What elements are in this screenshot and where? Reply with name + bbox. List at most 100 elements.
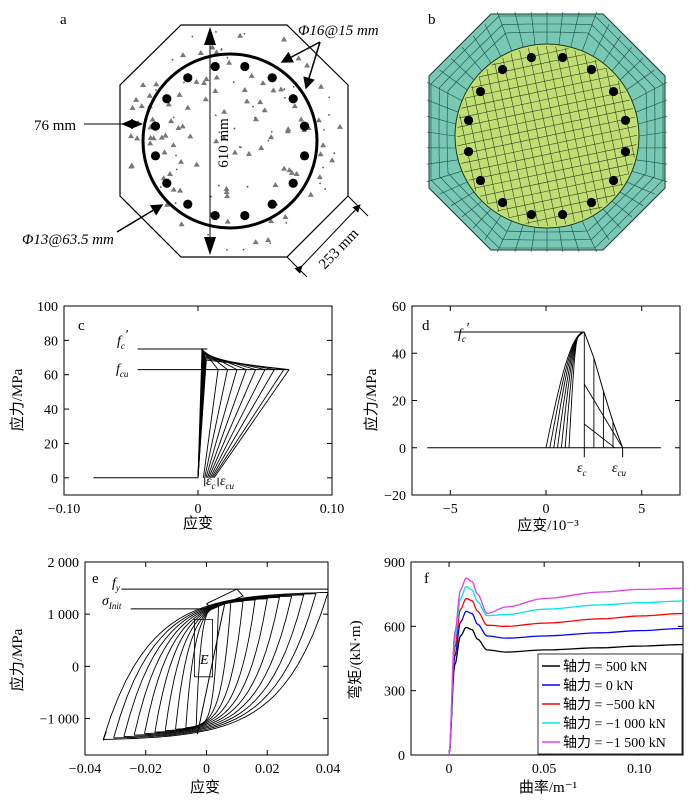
y-tick-label: 900 [384,556,405,571]
panel-b-letter: b [428,12,436,28]
panel-e: e −0.04 −0.02 0 0.02 0.04 −1 000 0 1 000 2 000 应… [8,556,340,796]
mesh-core-line [509,194,615,218]
rebar-dot [240,210,250,221]
x-tick-label: 0 [195,502,202,517]
aggregate-dot [333,152,336,155]
annot-fcu-c: fcu [116,362,129,379]
aggregate-mark [252,116,259,122]
x-tick-label: 0 [543,502,550,517]
y-tick-label: 600 [384,620,405,635]
panel-a-letter: a [60,12,67,28]
aggregate-dot [175,154,177,157]
annot-fc-d: fc′ [458,321,470,344]
curve-f-series [448,626,684,756]
aggregate-mark [193,161,200,167]
x-tick-label: 5 [638,502,645,517]
aggregate-dot [323,128,325,131]
aggregate-dot [232,81,235,84]
rebar-dot [183,73,193,83]
aggregate-mark [320,142,327,148]
mesh-radial-line [439,181,468,195]
panel-e-letter: e [92,571,99,587]
aggregate-dot [191,35,194,38]
cover-mesh [426,11,668,253]
cover-label: 76 mm [34,118,76,134]
mesh-radial-line [514,11,524,48]
rebar-dot [608,86,619,97]
aggregate-mark [270,87,277,93]
rebar-dot [299,151,310,161]
rebar-dot [475,86,486,97]
rebar-dot [210,61,220,72]
curves-c [93,347,290,487]
curve-c-unload [209,369,266,479]
rebar-dot [162,178,172,188]
x-tick-label: 0 [446,762,453,777]
aggregate-mark [252,239,259,245]
x-tick-label: −0.02 [130,762,162,777]
aggregate-mark [165,101,172,107]
mesh-radial-line [638,115,668,125]
legend-box-f [537,653,683,755]
curve-d-diag [583,383,623,449]
rebar-dot [463,115,474,125]
aggregate-dot [172,116,175,119]
x-tick-label: 0.10 [627,762,652,777]
aggregate-mark [147,134,154,140]
aggregate-dot [328,113,330,116]
aggregate-mark [129,104,136,110]
mesh-core-line [497,183,624,212]
curve-c-unload [211,369,275,479]
panel-d-letter: d [422,318,430,334]
xlabel-c: 应变 [183,514,213,532]
rebar-dot [497,64,508,75]
panel-c: c −0.10 0 0.10 0 20 40 60 80 100 应变 应力/MPa fc′ f… [8,300,344,532]
axis-ticks-d: −5 0 5 −20 0 20 40 60 [384,300,680,517]
mesh-radial-line [497,11,513,52]
curve-e-elastic [196,603,226,735]
aggregate-mark [223,189,230,195]
x-tick-label: 0 [203,762,210,777]
rebar-dot [183,199,193,209]
aggregate-mark [336,123,343,129]
mesh-radial-line [426,159,459,165]
annot-E-e: E [199,653,209,668]
panel-f: f 0 0.05 0.10 0 300 600 900 曲率/m⁻¹ 弯矩/(kN·m) 轴… [347,556,684,796]
plot-frame-d [411,305,681,496]
rebar-dot [150,121,161,131]
xlabel-d: 应变/10⁻³ [517,516,579,534]
aggregate-mark [315,117,322,123]
rebar-dot [463,147,474,157]
aggregate-mark [164,201,171,207]
rebar-dots-a [150,61,310,221]
curve-c-unload [213,369,290,479]
aggregate-mark [272,182,279,188]
aggregate-mark [259,80,266,86]
x-tick-label: 0.10 [320,502,345,517]
aggregate-dot [155,89,157,91]
curve-e-loop [164,599,256,732]
aggregate-mark [197,50,204,56]
curve-e-loop [154,598,268,733]
y-tick-label: −20 [384,489,406,504]
legend-label: 轴力 = 500 kN [563,659,648,675]
mesh-radial-line [570,11,580,48]
mesh-core-line [605,68,629,174]
panel-c-letter: c [78,318,85,334]
annot-fy-e: fy [112,576,120,593]
aggregate-mark [316,174,323,180]
panel-f-letter: f [424,571,429,587]
aggregate-dot [240,146,242,149]
long-rebar-label: Φ16@15 mm [298,23,379,39]
aggregate-mark [278,86,285,92]
aggregate-mark [223,185,230,191]
rebar-dot [586,197,597,208]
aggregate-mark [304,62,311,68]
aggregate-mark [212,88,219,94]
aggregate-mark [168,118,175,124]
aggregate-mark [213,49,220,55]
rebar-dot [210,210,220,221]
aggregate-mark [268,134,275,140]
mesh-core-line [564,47,600,210]
curve-c-cycle [197,356,275,478]
